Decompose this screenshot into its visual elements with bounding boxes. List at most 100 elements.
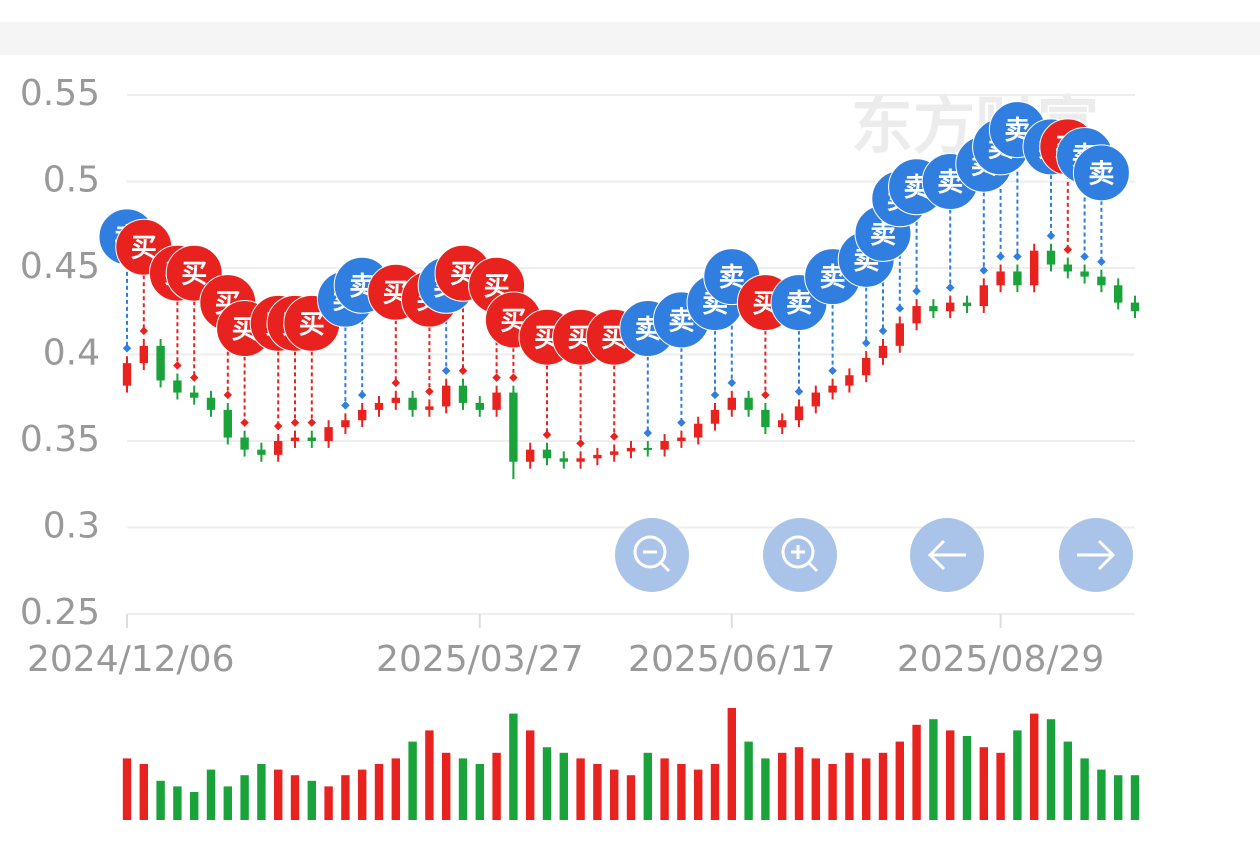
signal-dot <box>912 286 921 296</box>
candles <box>122 243 1140 480</box>
candle-body <box>1063 264 1072 272</box>
signal-dot <box>509 373 518 382</box>
volume-bar <box>727 708 736 820</box>
candle-body <box>1046 250 1056 265</box>
volume-bar <box>996 752 1005 820</box>
volume-bar <box>358 769 367 820</box>
signal-dot <box>828 366 837 375</box>
candle-body <box>677 437 686 441</box>
candle-body <box>391 397 400 403</box>
signal-dot <box>677 418 686 427</box>
signal-dot <box>1046 231 1056 241</box>
candle-body <box>1030 250 1039 286</box>
candle-body <box>946 302 955 312</box>
signal-dot <box>240 418 249 427</box>
signal-label: 买 <box>299 310 325 340</box>
candle-body <box>576 458 585 462</box>
candle-body <box>811 392 820 407</box>
candle-body <box>828 385 837 393</box>
candle-body <box>694 423 703 438</box>
signal-dot <box>273 421 283 431</box>
volume-bar <box>425 730 434 820</box>
volume-bar <box>895 741 904 820</box>
signal-dot <box>441 366 451 375</box>
volume-bar <box>458 758 468 820</box>
y-tick-label: 0.45 <box>20 246 100 287</box>
x-tick-label: 2024/12/06 <box>27 639 235 680</box>
signal-dot <box>710 390 720 400</box>
y-tick-label: 0.4 <box>43 333 100 374</box>
candle-body <box>1114 285 1123 303</box>
signal-dot <box>122 343 132 353</box>
controls <box>615 518 1133 592</box>
volume-bar <box>710 764 720 820</box>
volume-bar <box>509 713 518 820</box>
candle-body <box>727 397 736 410</box>
zoom-in-button[interactable] <box>763 518 837 592</box>
volume-bar <box>1030 713 1039 820</box>
signal-dot <box>643 428 653 438</box>
candle-body <box>122 363 132 386</box>
candle-body <box>761 409 770 428</box>
volume-bar <box>593 764 602 820</box>
candle-body <box>206 397 216 410</box>
signal-dot <box>1013 252 1022 261</box>
candle-body <box>257 449 266 455</box>
volume-bar <box>1080 758 1089 820</box>
candle-body <box>559 458 568 462</box>
y-tick-label: 0.3 <box>43 506 100 547</box>
volume-bar <box>929 719 938 820</box>
candle-body <box>643 447 652 450</box>
volume-bar <box>694 769 703 820</box>
volume-bar <box>559 752 568 820</box>
scroll-right-button[interactable] <box>1059 518 1133 592</box>
x-tick-label: 2025/03/27 <box>376 639 584 680</box>
y-tick-label: 0.35 <box>20 419 100 460</box>
volume-bar <box>1097 769 1106 820</box>
signal-label: 买 <box>131 234 157 264</box>
volume-bar <box>341 775 350 820</box>
candle-body <box>626 447 636 452</box>
candle-body <box>240 437 249 450</box>
volume-bar <box>1063 741 1072 820</box>
signal-dot <box>173 361 182 370</box>
grid: 0.25 0.3 0.35 0.4 0.45 0.5 0.55 2024/12/06 2025/… <box>20 73 1135 680</box>
signal-dot <box>391 378 401 388</box>
candle-body <box>190 392 199 398</box>
volume-bar <box>139 764 148 820</box>
volume-bar <box>626 775 636 820</box>
signal-dot <box>861 338 871 348</box>
candle-body <box>778 420 787 428</box>
candle-body <box>929 306 938 312</box>
volume-bar <box>794 747 804 820</box>
volume-bar <box>442 752 451 820</box>
volume-bar <box>542 747 552 820</box>
scroll-left-button[interactable] <box>910 518 984 592</box>
volume-bar <box>744 741 753 820</box>
volume-bar <box>374 764 384 820</box>
candle-body <box>509 392 518 462</box>
volume-bar <box>223 786 232 820</box>
x-tick-label: 2025/08/29 <box>897 639 1105 680</box>
signal-dot <box>878 326 888 336</box>
candle-body <box>408 397 417 410</box>
candle-body <box>912 306 921 324</box>
candle-body <box>1013 271 1022 286</box>
candle-body <box>1097 276 1106 286</box>
candle-body <box>878 345 888 358</box>
candle-body <box>307 437 316 441</box>
candle-body <box>542 449 552 459</box>
volume-bar <box>643 752 652 820</box>
candle-body <box>744 397 753 410</box>
signal-dot <box>1080 252 1089 261</box>
candle-body <box>862 357 871 376</box>
candle-body <box>475 402 484 410</box>
volume-bar <box>811 758 820 820</box>
signal-dot <box>357 390 367 400</box>
zoom-out-button[interactable] <box>615 518 689 592</box>
top-bar <box>0 22 1260 55</box>
signal-bubble <box>1072 144 1130 202</box>
candle-body <box>324 427 333 441</box>
signal-dot <box>307 418 317 427</box>
volume-bar <box>408 741 417 820</box>
